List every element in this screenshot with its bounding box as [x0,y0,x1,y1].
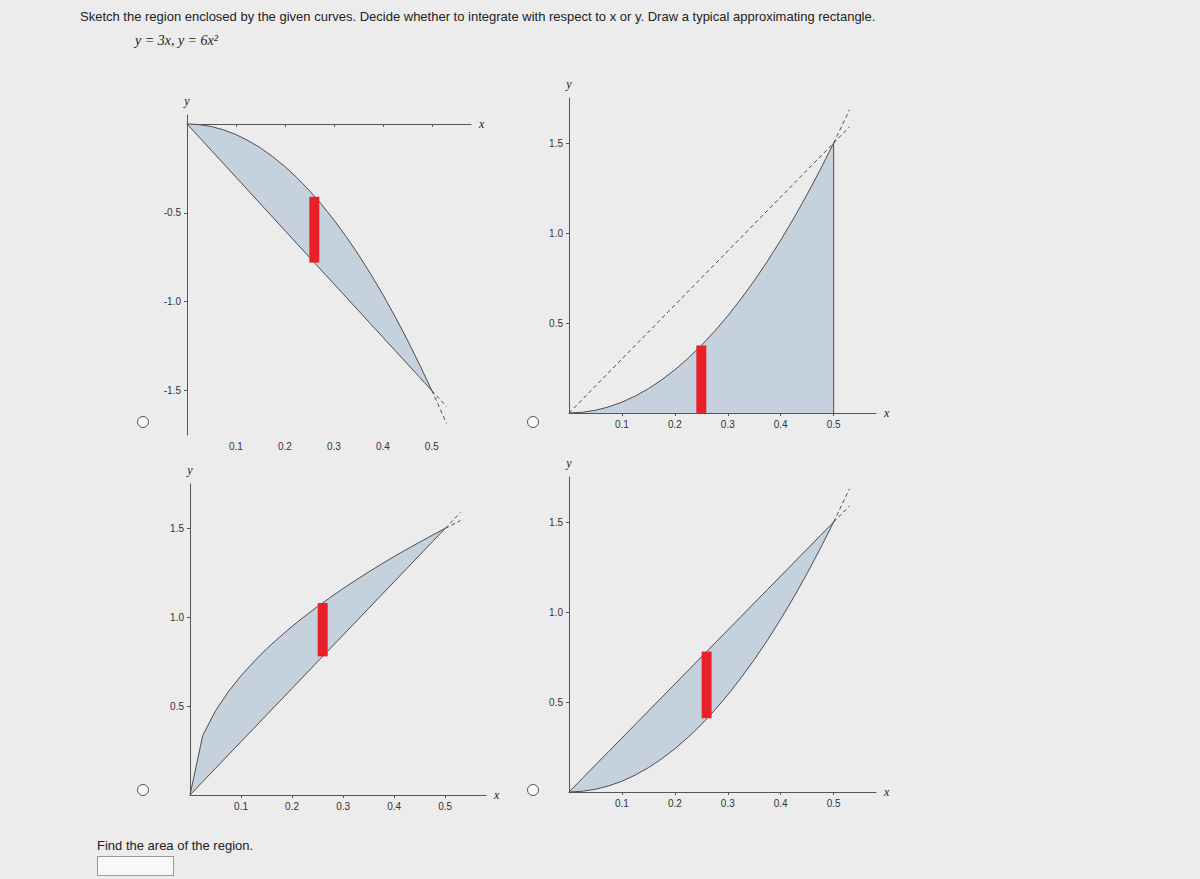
svg-text:y: y [186,463,193,477]
svg-text:x: x [493,788,500,802]
svg-text:0.5: 0.5 [827,419,841,430]
svg-text:0.1: 0.1 [234,801,248,812]
svg-text:0.1: 0.1 [229,441,243,452]
svg-text:1.5: 1.5 [170,523,184,534]
svg-text:0.2: 0.2 [285,801,299,812]
svg-text:-0.5: -0.5 [164,207,182,218]
svg-text:-1.5: -1.5 [164,385,182,396]
svg-text:0.1: 0.1 [615,798,629,809]
svg-text:0.4: 0.4 [774,798,788,809]
svg-text:0.2: 0.2 [668,798,682,809]
svg-text:y: y [565,77,572,91]
svg-text:1.5: 1.5 [549,517,563,528]
svg-text:1.0: 1.0 [549,607,563,618]
svg-text:0.2: 0.2 [668,419,682,430]
svg-text:1.0: 1.0 [170,612,184,623]
svg-text:0.5: 0.5 [438,801,452,812]
html-text:Find the area of the region.: Find the area of the region. [97,838,254,853]
html-text:Sketch the region enclosed by: Sketch the region enclosed by the given … [80,9,876,24]
svg-text:0.2: 0.2 [278,441,292,452]
svg-text:0.4: 0.4 [774,419,788,430]
html-text:y = 3x, y = 6x²: y = 3x, y = 6x² [135,33,218,48]
svg-text:y: y [565,456,572,470]
svg-text:0.1: 0.1 [615,419,629,430]
svg-text:x: x [883,785,890,799]
svg-text:x: x [478,117,485,131]
svg-text:0.5: 0.5 [425,441,439,452]
svg-text:0.3: 0.3 [721,798,735,809]
svg-text:0.3: 0.3 [336,801,350,812]
svg-text:0.3: 0.3 [721,419,735,430]
svg-text:0.4: 0.4 [387,801,401,812]
svg-text:-1.0: -1.0 [164,296,182,307]
svg-text:x: x [883,406,890,420]
svg-text:0.4: 0.4 [376,441,390,452]
svg-text:0.5: 0.5 [549,697,563,708]
svg-text:0.3: 0.3 [327,441,341,452]
svg-text:0.5: 0.5 [827,798,841,809]
svg-text:y: y [183,94,190,108]
svg-text:1.0: 1.0 [549,228,563,239]
svg-text:0.5: 0.5 [549,318,563,329]
svg-text:1.5: 1.5 [549,138,563,149]
svg-text:0.5: 0.5 [170,701,184,712]
